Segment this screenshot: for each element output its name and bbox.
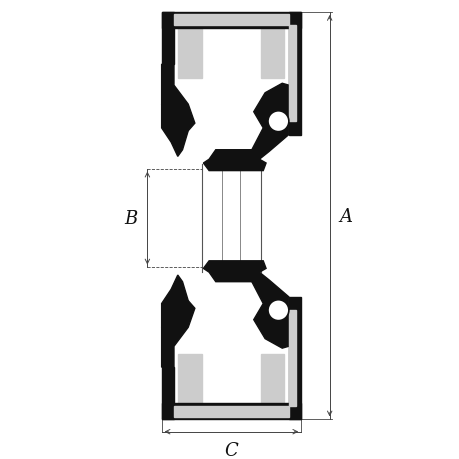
Circle shape: [268, 300, 288, 321]
Circle shape: [268, 112, 288, 132]
Polygon shape: [161, 275, 188, 328]
Polygon shape: [161, 13, 301, 29]
Polygon shape: [177, 354, 201, 403]
Polygon shape: [261, 29, 284, 78]
Polygon shape: [203, 261, 265, 282]
Polygon shape: [174, 15, 288, 26]
Polygon shape: [251, 84, 288, 160]
Polygon shape: [288, 310, 296, 406]
Polygon shape: [177, 29, 201, 78]
Polygon shape: [174, 406, 288, 418]
Text: C: C: [224, 441, 238, 459]
Polygon shape: [203, 151, 265, 171]
Polygon shape: [261, 354, 284, 403]
Polygon shape: [251, 273, 288, 348]
Polygon shape: [288, 13, 301, 135]
Polygon shape: [161, 65, 195, 131]
Polygon shape: [288, 26, 296, 122]
Polygon shape: [161, 105, 188, 157]
Polygon shape: [161, 13, 174, 65]
Text: A: A: [338, 207, 352, 225]
Polygon shape: [161, 301, 195, 367]
Polygon shape: [288, 297, 301, 420]
Polygon shape: [161, 403, 301, 420]
Polygon shape: [161, 367, 174, 420]
Text: B: B: [124, 210, 138, 228]
